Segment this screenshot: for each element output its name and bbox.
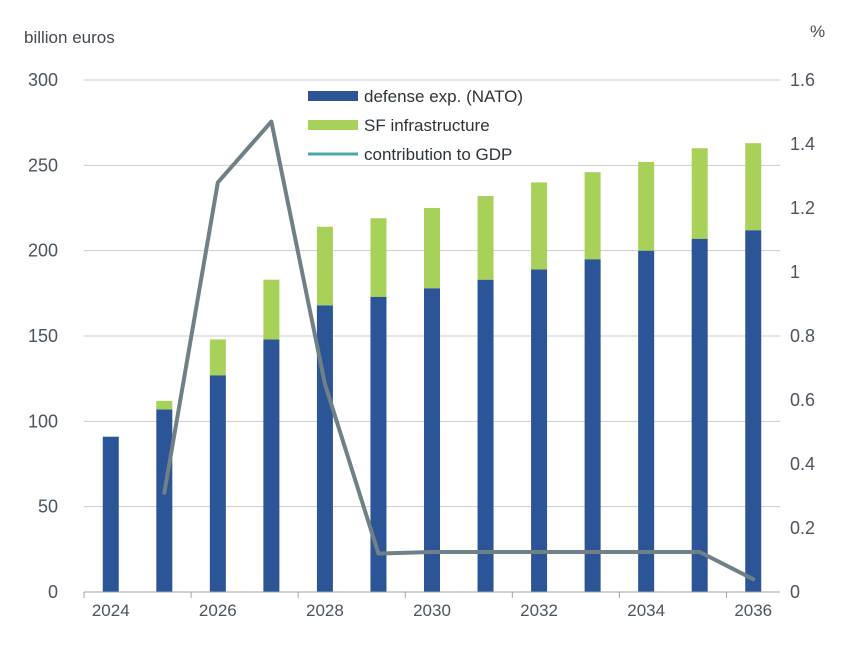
bar-defense-exp-nato <box>156 409 173 592</box>
x-axis-tick-label: 2024 <box>92 601 130 620</box>
legend-entry-label: defense exp. (NATO) <box>364 87 523 106</box>
left-axis-tick-label: 300 <box>28 70 58 90</box>
right-axis-tick-label: 0.2 <box>790 518 815 538</box>
bar-sf-infrastructure <box>370 218 387 297</box>
bar-defense-exp-nato <box>638 250 655 592</box>
legend-entry-label: contribution to GDP <box>364 145 512 164</box>
left-axis-unit-label: billion euros <box>24 28 115 47</box>
right-axis-unit-label: % <box>810 22 826 41</box>
line-contribution-to-gdp <box>162 119 756 582</box>
bar-defense-exp-nato <box>531 269 548 592</box>
bar-defense-exp-nato <box>424 288 440 592</box>
left-axis-tick-label: 200 <box>28 241 58 261</box>
right-axis-tick-label: 1.6 <box>790 70 815 90</box>
bar-sf-infrastructure <box>263 279 280 340</box>
right-axis-tick-label: 0.8 <box>790 326 815 346</box>
right-axis-tick-label: 1.4 <box>790 134 815 154</box>
left-axis-tick-label: 250 <box>28 155 58 175</box>
x-axis-tick-label: 2034 <box>627 601 665 620</box>
left-axis-tick-label: 150 <box>28 326 58 346</box>
legend-entry-label: SF infrastructure <box>364 116 490 135</box>
x-axis-tick-label: 2032 <box>520 601 558 620</box>
x-axis-tick-label: 2026 <box>199 601 237 620</box>
legend-swatch <box>308 120 358 130</box>
right-axis-tick-label: 0.4 <box>790 454 815 474</box>
right-axis-tick-label: 0 <box>790 582 800 602</box>
right-axis-tick-label: 1 <box>790 262 800 282</box>
bar-sf-infrastructure <box>424 208 440 289</box>
bar-defense-exp-nato <box>477 279 494 592</box>
bar-defense-exp-nato <box>745 230 762 593</box>
legend-swatch <box>308 91 358 101</box>
bar-sf-infrastructure <box>209 339 226 376</box>
bar-sf-infrastructure <box>584 172 601 260</box>
bar-sf-infrastructure <box>477 196 494 280</box>
bar-defense-exp-nato <box>209 375 226 592</box>
bar-defense-exp-nato <box>102 436 119 592</box>
right-axis-tick-label: 1.2 <box>790 198 815 218</box>
left-axis-tick-label: 50 <box>38 497 58 517</box>
bar-sf-infrastructure <box>156 400 173 410</box>
bar-defense-exp-nato <box>691 238 708 592</box>
x-axis-tick-label: 2030 <box>413 601 451 620</box>
bar-defense-exp-nato <box>584 259 601 592</box>
bar-defense-exp-nato <box>263 339 280 592</box>
bar-sf-infrastructure <box>638 161 655 251</box>
left-axis-tick-label: 100 <box>28 411 58 431</box>
right-axis-tick-label: 0.6 <box>790 390 815 410</box>
bar-sf-infrastructure <box>745 143 762 231</box>
x-axis-tick-label: 2036 <box>734 601 772 620</box>
bar-defense-exp-nato <box>316 305 333 592</box>
bar-sf-infrastructure <box>316 226 333 306</box>
bar-sf-infrastructure <box>691 148 708 239</box>
left-axis-tick-label: 0 <box>48 582 58 602</box>
x-axis-tick-label: 2028 <box>306 601 344 620</box>
bar-sf-infrastructure <box>531 182 548 270</box>
bar-defense-exp-nato <box>370 296 387 592</box>
